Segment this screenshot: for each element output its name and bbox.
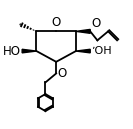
Text: O: O (91, 17, 100, 30)
Polygon shape (22, 49, 36, 53)
Text: ʼOH: ʼOH (91, 46, 112, 56)
Text: O: O (57, 67, 66, 79)
Polygon shape (76, 49, 90, 53)
Polygon shape (76, 29, 90, 33)
Text: HO: HO (3, 45, 21, 58)
Text: O: O (52, 16, 61, 29)
